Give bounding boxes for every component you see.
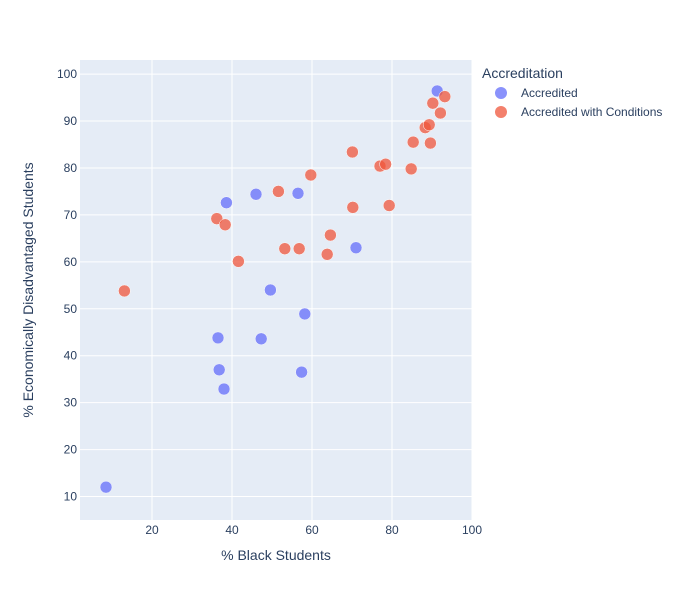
data-point[interactable] bbox=[426, 96, 440, 110]
x-tick-label: 60 bbox=[305, 523, 319, 537]
data-point[interactable] bbox=[264, 283, 277, 297]
y-tick-label: 20 bbox=[64, 443, 78, 457]
legend-marker bbox=[495, 106, 507, 118]
tick-labels: 20 40 60 80 100 10 20 30 40 50 60 70 80 90 100 bbox=[57, 67, 482, 537]
data-point[interactable] bbox=[212, 363, 226, 377]
y-axis-label: % Economically Disadvantaged Students bbox=[20, 162, 36, 417]
data-point[interactable] bbox=[304, 168, 318, 182]
data-point[interactable] bbox=[295, 365, 308, 379]
y-tick-label: 100 bbox=[57, 67, 77, 81]
y-tick-label: 40 bbox=[64, 349, 78, 363]
data-point[interactable] bbox=[118, 284, 131, 298]
data-point[interactable] bbox=[404, 162, 418, 176]
data-point[interactable] bbox=[218, 218, 232, 232]
x-tick-label: 100 bbox=[462, 523, 482, 537]
data-point[interactable] bbox=[434, 106, 447, 120]
data-point[interactable] bbox=[291, 187, 305, 200]
x-axis-label: % Black Students bbox=[221, 547, 331, 563]
legend-item-0[interactable]: Accredited bbox=[495, 86, 578, 100]
data-point[interactable] bbox=[292, 242, 306, 255]
data-point[interactable] bbox=[99, 480, 113, 494]
data-point[interactable] bbox=[272, 185, 285, 198]
data-point[interactable] bbox=[346, 145, 359, 159]
x-tick-label: 80 bbox=[385, 523, 399, 537]
series-1[interactable] bbox=[118, 90, 452, 298]
data-point[interactable] bbox=[254, 332, 268, 346]
y-tick-label: 30 bbox=[64, 396, 78, 410]
x-tick-label: 40 bbox=[225, 523, 239, 537]
grid-lines bbox=[80, 60, 473, 520]
data-point[interactable] bbox=[232, 255, 245, 268]
data-point[interactable] bbox=[422, 118, 436, 132]
data-point[interactable] bbox=[298, 307, 312, 321]
data-point[interactable] bbox=[211, 331, 225, 345]
legend[interactable]: Accreditation Accredited Accredited with … bbox=[482, 65, 662, 119]
data-point[interactable] bbox=[379, 157, 392, 171]
y-tick-label: 80 bbox=[64, 161, 78, 175]
legend-label: Accredited with Conditions bbox=[521, 105, 662, 119]
data-point[interactable] bbox=[220, 196, 233, 209]
legend-item-1[interactable]: Accredited with Conditions bbox=[495, 105, 662, 119]
legend-label: Accredited bbox=[521, 86, 578, 100]
data-point[interactable] bbox=[217, 382, 231, 396]
data-point[interactable] bbox=[349, 241, 363, 255]
y-tick-label: 70 bbox=[64, 208, 78, 222]
y-tick-label: 90 bbox=[64, 114, 78, 128]
y-tick-label: 60 bbox=[64, 255, 78, 269]
data-point[interactable] bbox=[438, 90, 452, 103]
data-point[interactable] bbox=[382, 199, 396, 212]
data-points[interactable] bbox=[99, 84, 452, 494]
data-point[interactable] bbox=[278, 242, 292, 255]
y-tick-label: 50 bbox=[64, 302, 78, 316]
y-tick-label: 10 bbox=[64, 490, 78, 504]
legend-marker bbox=[495, 87, 507, 99]
data-point[interactable] bbox=[346, 201, 360, 214]
x-tick-label: 20 bbox=[145, 523, 159, 537]
series-0[interactable] bbox=[99, 84, 444, 494]
data-point[interactable] bbox=[406, 135, 420, 149]
legend-title: Accreditation bbox=[482, 65, 563, 81]
data-point[interactable] bbox=[324, 228, 337, 242]
data-point[interactable] bbox=[424, 136, 437, 150]
data-point[interactable] bbox=[249, 187, 263, 201]
data-point[interactable] bbox=[320, 248, 334, 261]
